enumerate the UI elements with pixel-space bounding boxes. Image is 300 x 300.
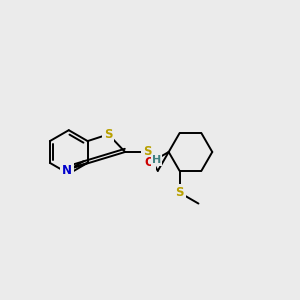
Text: H: H	[152, 155, 161, 165]
Text: S: S	[104, 128, 112, 141]
Text: S: S	[142, 146, 151, 158]
Text: N: N	[62, 164, 72, 177]
Text: S: S	[175, 186, 184, 199]
Text: O: O	[145, 156, 155, 170]
